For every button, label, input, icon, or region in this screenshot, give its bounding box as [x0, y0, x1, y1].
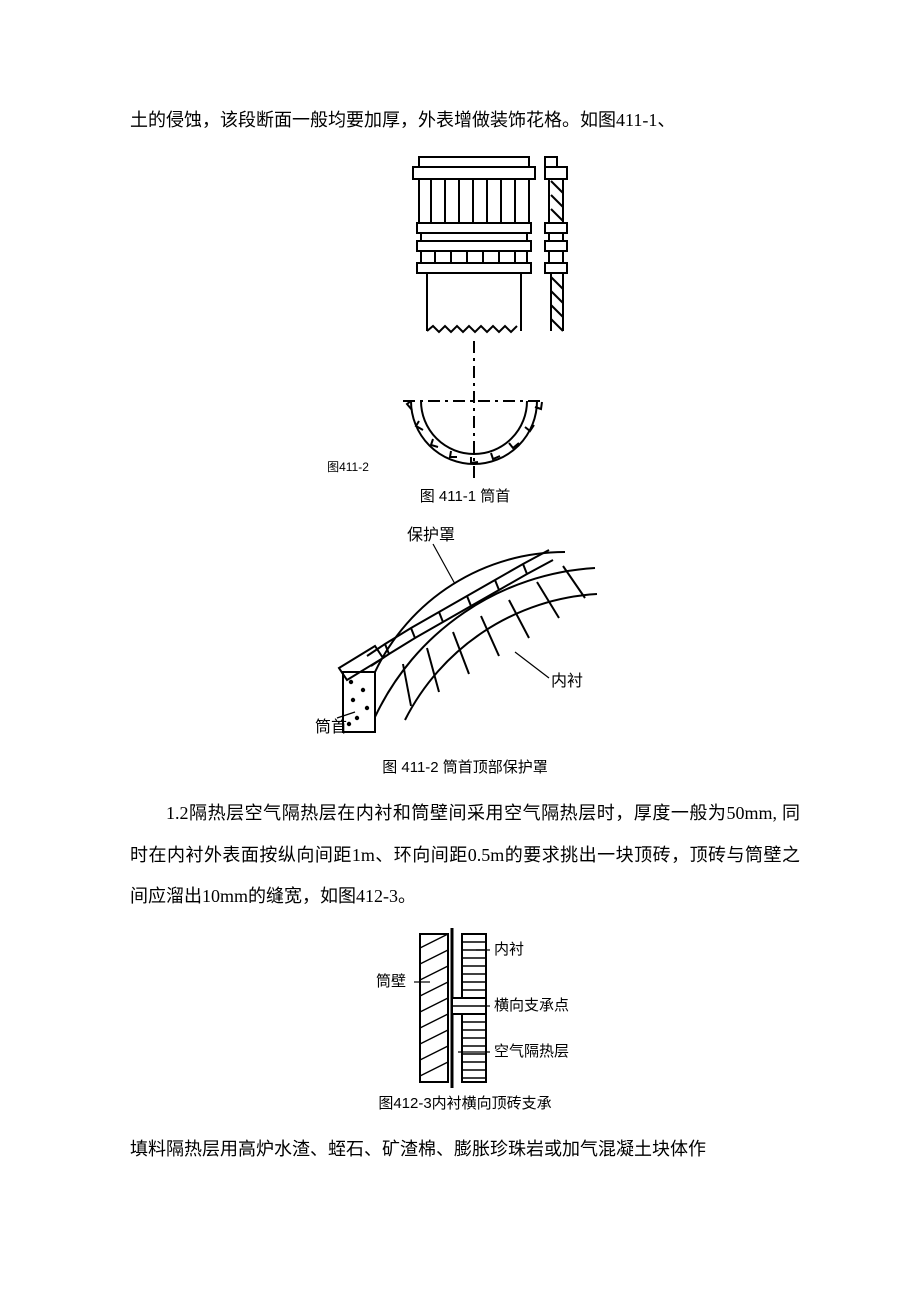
figure-411-1-svg: [373, 151, 603, 481]
fig3-label-r3: 空气隔热层: [494, 1043, 569, 1060]
paragraph-1: 土的侵蚀，该段断面一般均要加厚，外表增做装饰花格。如图411-1、: [130, 100, 800, 141]
figure-412-3-caption: 图412-3内衬横向顶砖支承: [378, 1092, 551, 1113]
fig3-label-left: 筒壁: [376, 973, 406, 990]
fig2-label-left: 筒首: [315, 718, 347, 736]
fig3-label-r1: 内衬: [494, 941, 524, 958]
figure-412-3-svg: 筒壁 内衬 横向支承点 空气隔热层: [330, 928, 600, 1088]
figure-411-2: 保护罩 内衬 筒首 图 411-2 筒首顶部保护罩: [130, 522, 800, 777]
paragraph-3: 填料隔热层用高炉水渣、蛭石、矿渣棉、膨胀珍珠岩或加气混凝土块体作: [130, 1129, 800, 1170]
figure-411-2-svg: 保护罩 内衬 筒首: [315, 522, 615, 752]
figure-411-2-caption: 图 411-2 筒首顶部保护罩: [382, 756, 548, 777]
fig2-label-right: 内衬: [551, 672, 583, 690]
figure-411-1-caption: 图 411-1 筒首: [420, 485, 511, 506]
figure-side-label: 图411-2: [327, 458, 369, 475]
fig3-label-r2: 横向支承点: [494, 997, 569, 1014]
paragraph-2: 1.2隔热层空气隔热层在内衬和筒壁间采用空气隔热层时，厚度一般为50mm, 同时…: [130, 793, 800, 917]
fig2-label-top: 保护罩: [407, 526, 455, 544]
figure-412-3: 筒壁 内衬 横向支承点 空气隔热层 图412-3内衬横向顶砖支承: [130, 928, 800, 1113]
figure-411-1: 图411-2: [130, 151, 800, 506]
